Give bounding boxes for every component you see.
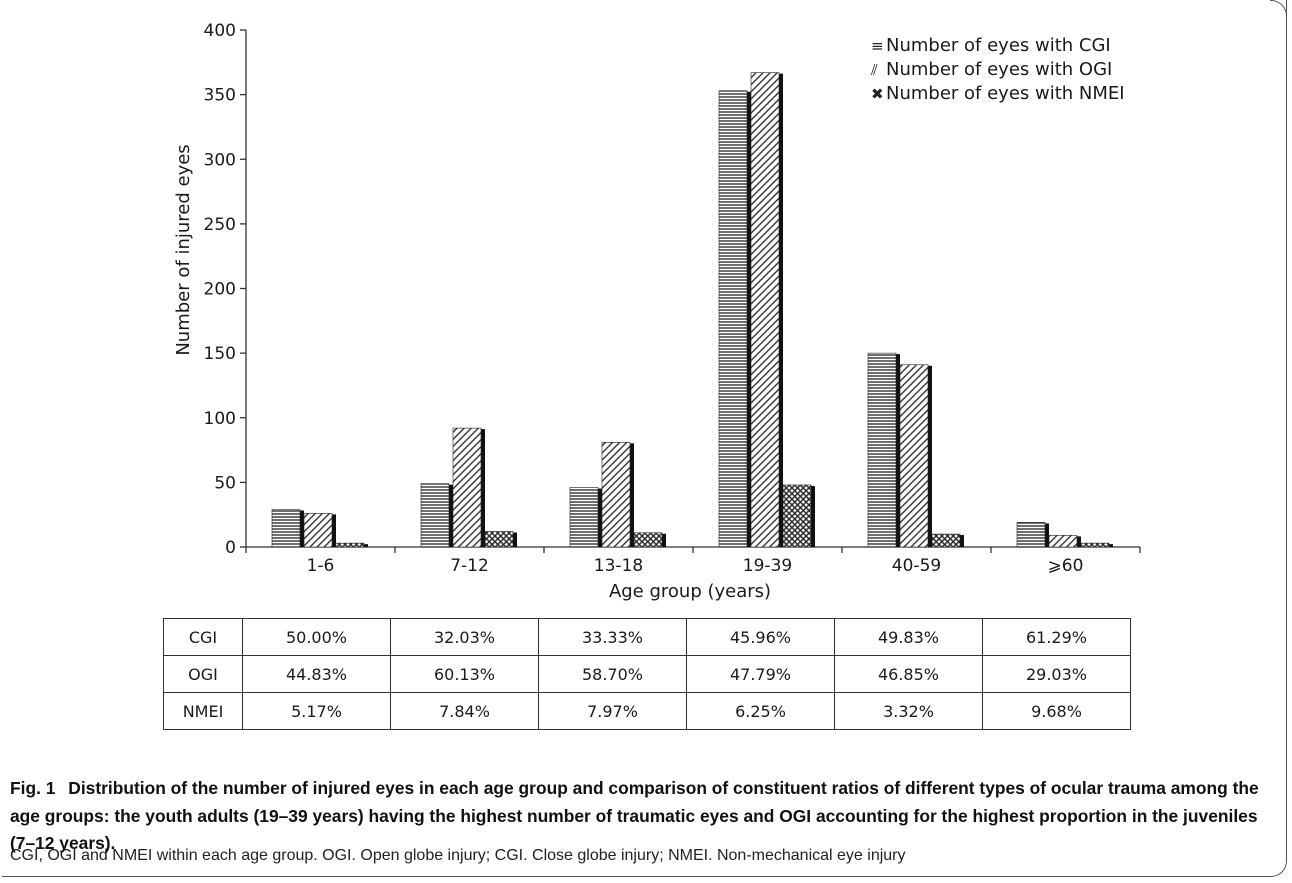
y-tick-label: 400 [204,21,236,41]
legend-entry: Number of eyes with OGI [886,59,1112,80]
y-tick-label: 50 [214,473,236,493]
bar-shadow [1077,536,1081,547]
bar-crosshatch-5 [1080,542,1110,548]
bar-horizontal-2 [569,487,599,548]
x-tick-label: 7-12 [450,556,489,576]
chart-axes: 0 50 100 150 200 250 300 350 400 1-6 7-12 13-18 19-3… [204,21,1141,576]
ratio-cell: 60.13% [390,655,539,693]
legend-entry: Number of eyes with CGI [886,35,1111,56]
ratio-row: NMEI 5.17% 7.84% 7.97% 6.25% 3.32% 9.68% [163,692,1131,730]
ratio-cell: 58.70% [538,655,687,693]
bar-diagonal-1 [452,427,482,548]
y-axis-label: Number of injured eyes [173,144,194,355]
legend-marker-horizontal: ≡ [871,37,884,55]
bar-shadow [960,535,964,547]
bar-horizontal-1 [420,483,450,548]
ratio-row-label: CGI [163,618,243,656]
ratio-cell: 6.25% [686,692,835,730]
x-tick-label: 13-18 [594,556,643,576]
ratio-cell: 9.68% [982,692,1131,730]
ratio-cell: 5.17% [242,692,391,730]
y-tick-label: 100 [204,409,236,429]
bar-chart: 0 50 100 150 200 250 300 350 400 1-6 7-12 13-18 19-3… [173,21,1141,602]
ratio-row-label: NMEI [163,692,243,730]
bar-shadow [811,485,815,547]
legend-entry: Number of eyes with NMEI [886,83,1125,104]
constituent-ratio-table: CGI 50.00% 32.03% 33.33% 45.96% 49.83% 61.29% O… [163,618,1131,730]
y-tick-label: 150 [204,344,236,364]
bar-shadow [481,429,485,547]
x-tick-label: 40-59 [892,556,941,576]
bar-horizontal-5 [1016,522,1046,548]
legend-marker-diagonal: ⫽ [870,61,878,79]
chart-legend: ≡ Number of eyes with CGI ⫽ Number of eyes … [870,35,1125,104]
bar-crosshatch-1 [484,531,514,548]
ratio-cell: 29.03% [982,655,1131,693]
ratio-cell: 47.79% [686,655,835,693]
bar-shadow [300,510,304,547]
bar-shadow [662,533,666,547]
ratio-cell: 46.85% [834,655,983,693]
ratio-row-label: OGI [163,655,243,693]
bar-shadow [928,365,932,547]
caption-text: Distribution of the number of injured ey… [10,778,1259,853]
legend-marker-crosshatch: ✖ [871,85,884,103]
bar-crosshatch-4 [931,533,961,548]
y-tick-label: 0 [225,538,236,558]
ratio-cell: 45.96% [686,618,835,656]
bar-shadow [332,514,336,547]
figure-label: Fig. 1 [10,778,56,798]
bar-crosshatch-2 [633,532,663,548]
bar-diagonal-2 [601,442,631,548]
x-tick-label: 19-39 [743,556,792,576]
bar-shadow [779,73,783,547]
bar-crosshatch-0 [335,542,365,548]
bar-diagonal-0 [303,513,333,548]
bar-shadow [598,488,602,547]
bar-shadow [449,484,453,547]
ratio-cell: 7.97% [538,692,687,730]
y-tick-label: 200 [204,280,236,300]
bar-horizontal-3 [718,90,748,548]
bar-diagonal-4 [899,364,929,548]
bar-shadow [364,544,368,547]
ratio-cell: 3.32% [834,692,983,730]
ratio-cell: 50.00% [242,618,391,656]
ratio-row: CGI 50.00% 32.03% 33.33% 45.96% 49.83% 61.29% [163,618,1131,656]
figure-caption: Fig. 1 Distribution of the number of inj… [10,775,1285,858]
bar-diagonal-3 [750,72,780,548]
caption-note: CGI, OGI and NMEI within each age group.… [10,847,906,864]
x-tick-label: ⩾60 [1048,556,1084,576]
ratio-cell: 33.33% [538,618,687,656]
x-axis-label: Age group (years) [609,581,771,602]
bar-diagonal-5 [1048,535,1078,548]
bar-shadow [896,354,900,547]
ratio-row: OGI 44.83% 60.13% 58.70% 47.79% 46.85% 29.03% [163,655,1131,693]
ratio-cell: 61.29% [982,618,1131,656]
bar-crosshatch-3 [782,484,812,548]
bar-horizontal-0 [271,509,301,548]
x-tick-label: 1-6 [307,556,335,576]
chart-bars [271,72,1113,548]
ratio-cell: 32.03% [390,618,539,656]
bar-shadow [1045,523,1049,547]
ratio-cell: 44.83% [242,655,391,693]
bar-horizontal-4 [867,352,897,548]
bar-shadow [513,532,517,547]
ratio-cell: 7.84% [390,692,539,730]
bar-shadow [1109,544,1113,547]
y-tick-label: 250 [204,215,236,235]
ratio-cell: 49.83% [834,618,983,656]
bar-shadow [630,443,634,547]
bar-shadow [747,91,751,547]
y-tick-label: 300 [204,150,236,170]
y-tick-label: 350 [204,86,236,106]
